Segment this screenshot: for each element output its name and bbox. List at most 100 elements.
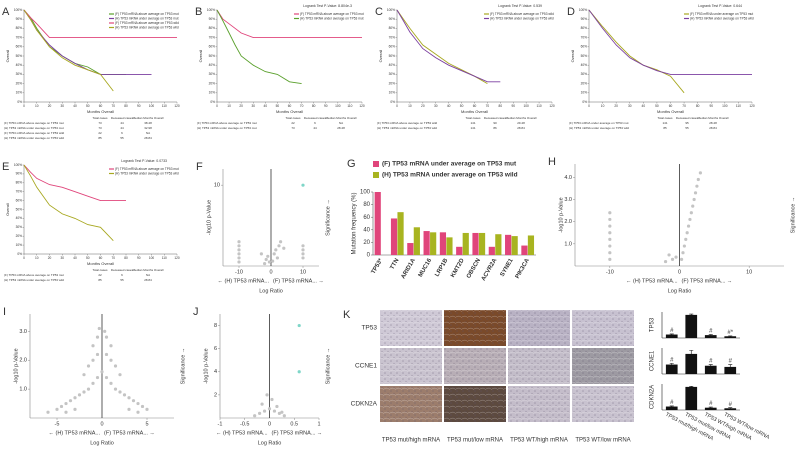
point <box>109 381 113 385</box>
bar <box>430 232 437 255</box>
table-cell: (F) TP53 mRNA above average on TP53 mut <box>4 121 64 125</box>
x-tick-label: ACVR2A <box>481 257 499 282</box>
y-tick-label: 0% <box>390 100 395 104</box>
y-tick-label: 90% <box>209 17 216 21</box>
direction-label: (F) TP53 mRNA... → <box>104 430 155 436</box>
y-tick-label: 0% <box>210 100 215 104</box>
x-axis-label: Months Overall <box>657 109 684 114</box>
significance-marker: # <box>670 400 674 406</box>
x-tick-label: 120 <box>174 256 180 260</box>
column-label: TP53 mut/high mRNA <box>382 438 440 444</box>
y-tick-label: 60% <box>209 45 216 49</box>
y-tick-label: 30% <box>16 225 23 229</box>
y-tick-label: 4 <box>214 369 217 375</box>
bar <box>413 227 420 255</box>
y-tick-label: 70% <box>581 35 588 39</box>
y-tick-label: 20% <box>209 81 216 85</box>
panel-label: E <box>2 161 9 173</box>
error-bar <box>708 364 713 367</box>
y-tick-label: 100% <box>14 8 22 12</box>
y-tick-label: 40 <box>363 227 370 233</box>
x-tick-label: 60 <box>99 256 103 260</box>
y-axis-label: Mutation frequency (%) <box>352 192 358 254</box>
survival-curve <box>396 9 501 83</box>
y-tick-label: 100% <box>387 8 395 12</box>
point <box>272 409 277 413</box>
x-tick-label: 90 <box>709 104 713 108</box>
point <box>692 197 696 202</box>
error-bar <box>689 350 694 358</box>
point <box>109 344 113 348</box>
y-tick-label: 50% <box>209 54 216 58</box>
table-cell: (H) TP53 mRNA under average on TP53 wild <box>377 126 437 130</box>
legend-label: (F) TP53 mRNA above average on TP53 mut <box>115 167 179 171</box>
y-tick-label: 80% <box>16 26 23 30</box>
point <box>237 244 241 248</box>
point <box>282 246 286 250</box>
table-header: Median Months Overall <box>506 116 537 120</box>
y-axis-label: -log10 p-Value <box>206 200 212 235</box>
micrograph-texture <box>380 348 442 384</box>
panel-label: C <box>375 6 383 18</box>
survival-curve <box>396 9 488 84</box>
table-cell: (F) TP53 mRNA above average on TP53 wild <box>377 121 437 125</box>
significance-marker: # <box>729 402 733 408</box>
y-axis-label: Overall <box>378 50 383 63</box>
significance-marker: # <box>729 359 733 365</box>
point <box>131 399 136 403</box>
y-tick-label: 40% <box>16 216 23 220</box>
point <box>91 344 95 348</box>
table-header: Total cases <box>285 116 301 120</box>
table-cell: (F) TP53 mRNA above average on TP53 mut <box>4 273 64 277</box>
bar <box>462 232 469 255</box>
y-tick-label: 80% <box>389 26 396 30</box>
direction-label: ← (H) TP53 mRNA... <box>626 278 678 284</box>
x-tick-label: 0 <box>269 269 272 275</box>
table-cell: (F) TP53 mRNA under average on TP53 mut <box>569 121 629 125</box>
point <box>127 396 131 400</box>
point <box>297 323 301 328</box>
y-tick-label: 2 <box>214 392 217 398</box>
legend-label: (H) TP53 mRNA under average on TP53 mut <box>300 16 364 20</box>
point <box>55 407 59 411</box>
bar <box>685 386 698 410</box>
error-bar <box>728 364 733 370</box>
y-axis-label: Overall <box>5 203 10 216</box>
y-tick-label: 50% <box>16 207 23 211</box>
legend-label: (H) TP53 mRNA under average on TP53 wild <box>690 16 754 20</box>
table-header: Deceased cases <box>304 116 327 120</box>
point <box>282 414 286 418</box>
error-bar <box>728 407 733 409</box>
point <box>277 411 281 415</box>
point <box>685 231 689 235</box>
point <box>682 244 686 248</box>
point <box>136 401 140 406</box>
point <box>301 248 305 252</box>
subtitle: Logrank Test P-Value: 0.0733 <box>121 159 167 163</box>
point <box>237 252 241 256</box>
table-cell: 28.84 <box>144 278 152 282</box>
point <box>270 397 274 402</box>
x-tick-label: 10 <box>408 104 412 108</box>
table-cell: NA <box>339 121 343 125</box>
y-tick-label: 60% <box>16 198 23 202</box>
legend-label: (F) TP53 mRNA above average on TP53 mut <box>300 12 364 16</box>
point <box>237 248 241 252</box>
panel-label: D <box>567 6 575 18</box>
bar <box>439 232 447 255</box>
x-tick-label: 60 <box>288 104 292 108</box>
point <box>267 260 271 264</box>
legend-label: (H) TP53 mRNA under average on TP53 wild <box>115 171 179 175</box>
table-cell: 6 <box>314 121 316 125</box>
y-tick-label: 10% <box>16 243 23 247</box>
error-bar <box>728 335 733 337</box>
survival-curve <box>216 9 302 85</box>
bar <box>724 336 737 338</box>
x-tick-label: 30 <box>628 104 632 108</box>
point <box>82 373 86 377</box>
point <box>237 240 241 244</box>
y-tick-label: 0 <box>367 253 371 259</box>
point <box>145 407 149 411</box>
y-tick-label: 60% <box>581 45 588 49</box>
